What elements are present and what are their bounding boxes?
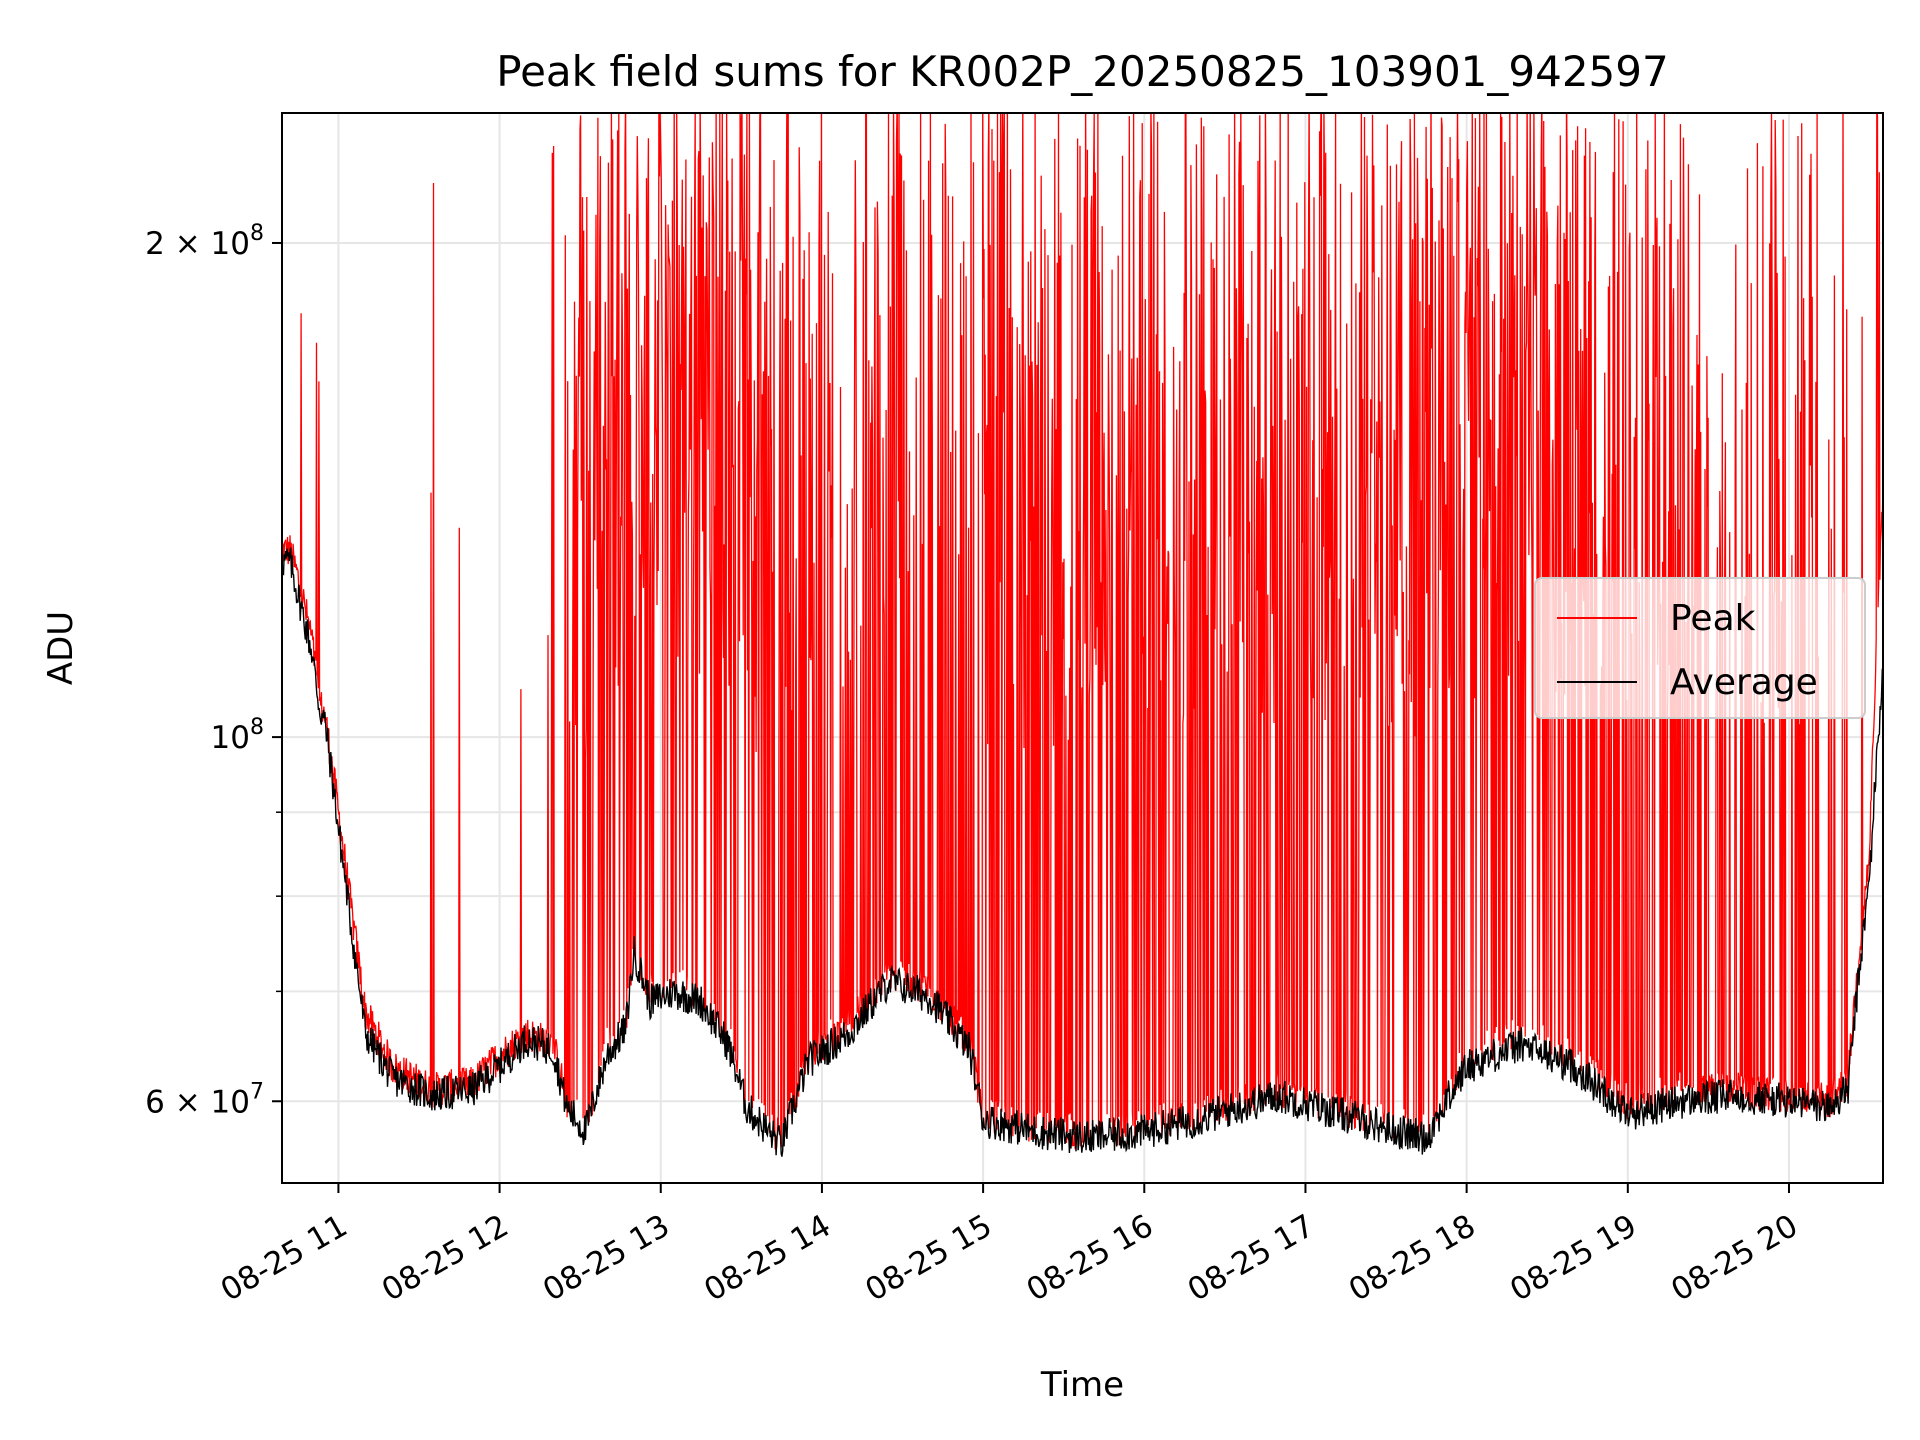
x-axis-label: Time [1040,1365,1124,1405]
y-axis-label: ADU [41,611,81,685]
y-tick-label: 2 × 108 [145,221,264,262]
legend: Peak Average [1534,577,1866,719]
plot-area [282,113,1883,1157]
y-tick-label: 6 × 107 [145,1079,264,1120]
series-average-line [282,547,1883,1157]
y-tick-label: 108 [211,715,264,756]
chart-title: Peak field sums for KR002P_20250825_1039… [496,47,1668,96]
y-axis: 6 × 107 108 2 × 108 [145,221,282,1120]
axes-frame [281,112,1884,1184]
legend-label-peak: Peak [1670,598,1756,639]
legend-label-average: Average [1670,662,1818,703]
